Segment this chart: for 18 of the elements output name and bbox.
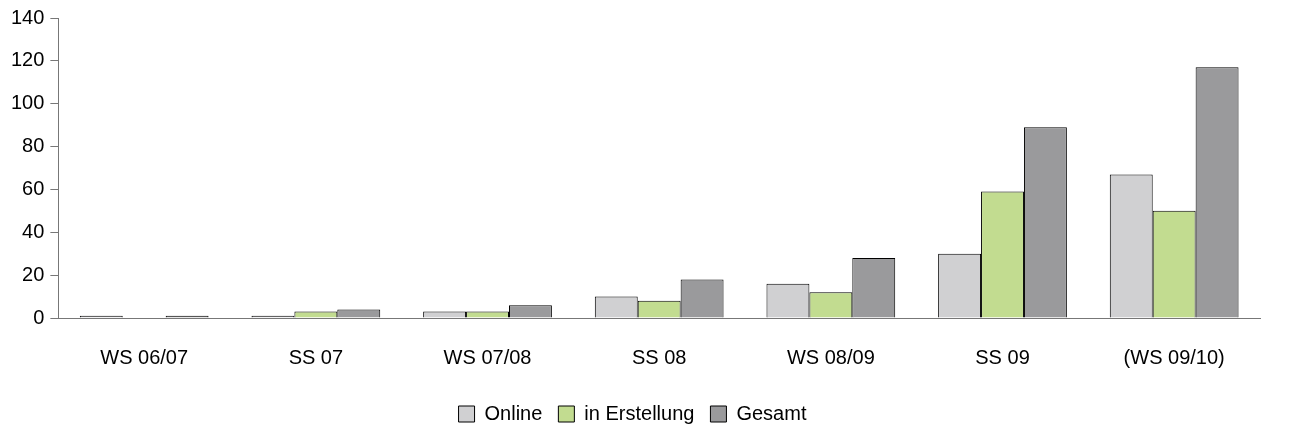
y-tick-label: 100 (10, 91, 45, 114)
x-tick-label: SS 07 (288, 345, 344, 368)
y-tick-label: 20 (22, 262, 45, 285)
x-tick-label: WS 06/07 (100, 345, 189, 368)
y-tick-label: 60 (22, 176, 45, 199)
x-tick-label: SS 09 (975, 345, 1030, 368)
legend-label: in Erstellung (584, 401, 695, 424)
y-tick-label: 40 (22, 219, 45, 242)
y-tick-label: 0 (33, 305, 45, 328)
x-tick-label: (WS 09/10) (1123, 345, 1225, 368)
legend-label: Online (484, 401, 543, 424)
legend-label: Gesamt (736, 401, 807, 424)
y-tick-label: 80 (22, 134, 45, 157)
x-tick-label: SS 08 (631, 345, 687, 368)
x-tick-label: WS 07/08 (443, 345, 532, 368)
y-tick-label: 140 (10, 5, 45, 28)
y-tick-label: 120 (10, 48, 45, 71)
x-tick-label: WS 08/09 (786, 345, 875, 368)
